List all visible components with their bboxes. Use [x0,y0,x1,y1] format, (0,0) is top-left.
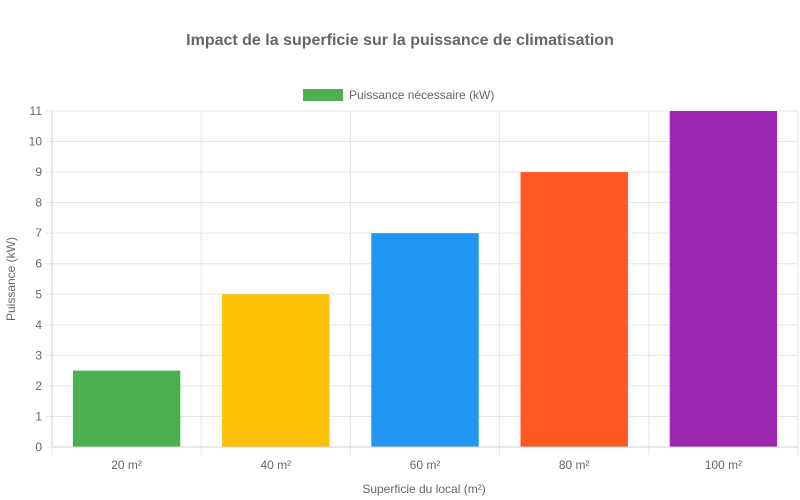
axes: 0 1 2 3 4 5 6 7 8 9 10 11 20 m² 40 m² 60 m² 80 m² 100 m² [29,104,798,472]
bar[interactable] [72,370,181,447]
x-tick-label: 40 m² [260,458,291,472]
bar[interactable] [669,111,778,447]
y-axis-title: Puissance (kW) [4,237,18,321]
y-tick-label: 5 [35,287,42,301]
bar[interactable] [222,294,330,447]
legend-swatch [303,89,343,101]
y-tick-label: 1 [35,409,42,423]
x-tick-label: 60 m² [410,458,441,472]
legend-label: Puissance nécessaire (kW) [349,88,494,102]
y-tick-label: 0 [35,440,42,454]
y-tick-label: 3 [35,348,42,362]
y-tick-label: 10 [29,135,43,149]
y-tick-label: 6 [35,257,42,271]
chart-title: Impact de la superficie sur la puissance… [186,32,614,49]
y-tick-label: 7 [35,226,42,240]
bars [72,111,778,447]
y-tick-label: 11 [30,104,43,118]
y-tick-label: 8 [35,196,42,210]
legend[interactable]: Puissance nécessaire (kW) [303,88,494,102]
y-tick-label: 2 [35,379,42,393]
bar[interactable] [520,172,628,447]
x-tick-label: 20 m² [111,458,142,472]
x-tick-label: 100 m² [705,458,742,472]
y-tick-label: 9 [35,165,42,179]
x-axis-title: Superficie du local (m²) [362,482,485,496]
x-tick-label: 80 m² [559,458,590,472]
y-tick-label: 4 [35,318,42,332]
bar[interactable] [371,233,479,447]
